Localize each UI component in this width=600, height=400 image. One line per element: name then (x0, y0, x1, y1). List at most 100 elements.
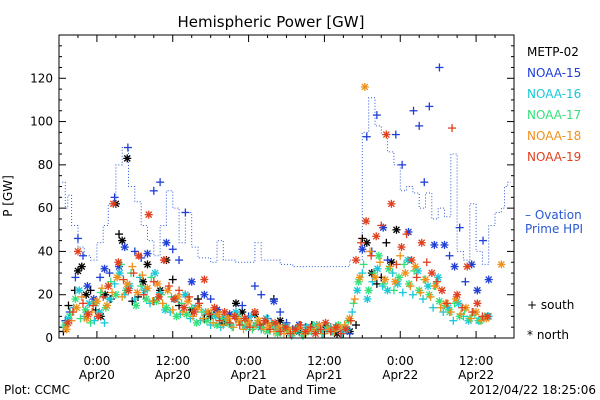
point-noaa-18 (467, 314, 476, 323)
point-noaa-19 (230, 312, 239, 321)
point-noaa-19 (468, 308, 477, 317)
y-tick-label: 0 (45, 331, 53, 345)
point-noaa-16 (151, 269, 160, 278)
point-noaa-18 (396, 251, 405, 260)
point-noaa-19 (276, 327, 285, 336)
point-noaa-18 (168, 305, 177, 314)
point-noaa-18 (370, 273, 379, 282)
point-noaa-19 (159, 256, 168, 265)
legend-entry-noaa-18: NOAA-18 (527, 129, 581, 143)
point-metp-02 (358, 234, 367, 243)
footer-left: Plot: CCMC (4, 383, 70, 397)
ovation-legend-label: Prime HPI (525, 222, 583, 236)
point-noaa-19 (79, 299, 88, 308)
point-noaa-17 (349, 299, 358, 308)
point-noaa-18 (244, 318, 253, 327)
x-tick-time: 12:00 (307, 354, 342, 368)
ovation-legend-label: – Ovation (525, 208, 582, 222)
point-noaa-16 (419, 295, 427, 304)
point-noaa-18 (386, 262, 395, 271)
point-noaa-15 (450, 262, 459, 271)
point-noaa-15 (358, 245, 367, 254)
point-noaa-19 (432, 277, 441, 286)
point-noaa-18 (72, 303, 81, 312)
point-noaa-15 (455, 223, 464, 232)
point-noaa-18 (118, 292, 127, 301)
point-noaa-18 (406, 282, 415, 291)
point-noaa-19 (336, 329, 345, 338)
x-tick-date: Apr22 (382, 368, 418, 382)
ovation-prime-hpi-line (62, 97, 511, 268)
point-noaa-16 (130, 295, 139, 304)
point-noaa-15 (484, 275, 493, 284)
point-noaa-15 (162, 238, 171, 247)
point-noaa-19 (463, 262, 472, 271)
point-metp-02 (352, 321, 361, 330)
point-noaa-15 (269, 297, 278, 306)
point-noaa-18 (128, 262, 137, 271)
point-noaa-16 (383, 286, 392, 295)
point-noaa-18 (113, 273, 122, 282)
point-noaa-18 (350, 295, 359, 304)
point-noaa-16 (373, 264, 382, 273)
point-metp-02 (372, 279, 381, 288)
x-tick-time: 12:00 (155, 354, 190, 368)
footer-timestamp: 2012/04/22 18:25:06 (469, 383, 596, 397)
point-noaa-18 (426, 292, 435, 301)
point-noaa-19 (200, 275, 209, 284)
point-noaa-19 (417, 238, 426, 247)
point-noaa-18 (133, 288, 142, 297)
point-noaa-18 (123, 279, 132, 288)
point-noaa-19 (286, 329, 295, 338)
point-noaa-15 (143, 249, 152, 258)
point-noaa-19 (225, 318, 234, 327)
point-noaa-19 (195, 299, 204, 308)
point-noaa-16 (398, 288, 407, 297)
point-noaa-15 (123, 143, 132, 152)
legend-entry-noaa-19: NOAA-19 (527, 150, 581, 164)
point-noaa-17 (172, 312, 181, 321)
point-noaa-19 (124, 286, 133, 295)
point-noaa-17 (86, 318, 95, 327)
point-noaa-19 (73, 247, 82, 256)
point-metp-02 (118, 236, 127, 245)
point-noaa-18 (411, 262, 420, 271)
point-noaa-18 (497, 260, 506, 269)
point-noaa-18 (82, 314, 91, 323)
y-tick-labels: 0 20 40 60 80 100 120 (30, 71, 53, 345)
point-noaa-15 (391, 130, 400, 139)
point-noaa-19 (362, 217, 371, 226)
point-metp-02 (123, 154, 132, 163)
plot-axes (58, 34, 515, 339)
y-tick-label: 120 (30, 71, 53, 85)
point-noaa-17 (162, 303, 171, 312)
x-tick-date: Apr21 (231, 368, 267, 382)
point-noaa-15 (105, 269, 114, 278)
point-noaa-17 (132, 301, 141, 310)
point-noaa-19 (271, 318, 280, 327)
point-noaa-18 (143, 284, 152, 293)
x-tick-date: Apr20 (79, 368, 115, 382)
point-noaa-18 (446, 308, 455, 317)
point-noaa-19 (134, 251, 143, 260)
point-noaa-19 (387, 199, 396, 208)
point-noaa-19 (392, 260, 401, 269)
point-noaa-15 (415, 121, 424, 130)
point-noaa-19 (170, 295, 179, 304)
point-noaa-18 (138, 271, 147, 280)
point-noaa-19 (437, 286, 446, 295)
point-noaa-16 (363, 295, 372, 304)
point-noaa-16 (75, 286, 84, 295)
y-tick-label: 100 (30, 115, 53, 129)
point-noaa-19 (412, 273, 421, 282)
point-metp-02 (82, 290, 91, 299)
y-tick-label: 20 (38, 288, 53, 302)
x-tick-time: 0:00 (387, 354, 414, 368)
point-noaa-15 (479, 236, 488, 245)
point-noaa-19 (185, 292, 194, 301)
x-axis-label: Date and Time (248, 383, 336, 397)
point-metp-02 (392, 225, 401, 234)
point-noaa-19 (261, 316, 270, 325)
point-noaa-19 (175, 286, 184, 295)
satellite-data-points (59, 63, 506, 340)
